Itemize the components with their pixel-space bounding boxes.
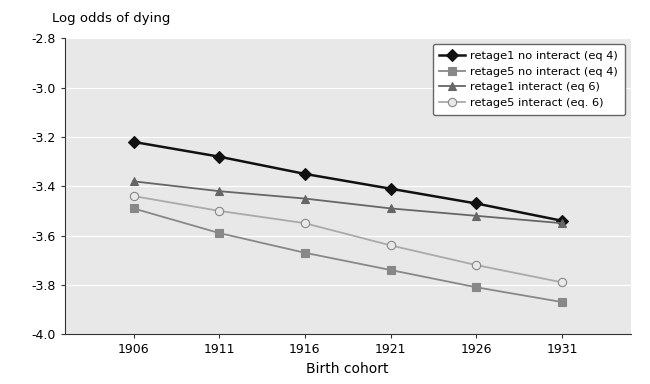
retage5 interact (eq. 6) [215,209,223,213]
retage5 interact (eq. 6) [301,221,309,225]
retage5 no interact (eq 4) [129,206,137,211]
Line: retage1 interact (eq 6): retage1 interact (eq 6) [129,177,566,227]
retage5 no interact (eq 4) [473,285,480,290]
retage1 interact (eq 6) [473,214,480,218]
Line: retage5 interact (eq. 6): retage5 interact (eq. 6) [129,192,566,286]
retage1 interact (eq 6) [129,179,137,184]
retage5 no interact (eq 4) [558,300,566,305]
retage5 interact (eq. 6) [129,194,137,199]
X-axis label: Birth cohort: Birth cohort [307,362,389,376]
retage5 no interact (eq 4) [301,250,309,255]
retage1 interact (eq 6) [301,196,309,201]
retage1 no interact (eq 4) [558,218,566,223]
retage1 no interact (eq 4) [473,201,480,206]
retage1 no interact (eq 4) [387,186,395,191]
retage1 interact (eq 6) [387,206,395,211]
Line: retage1 no interact (eq 4): retage1 no interact (eq 4) [129,138,566,225]
retage5 interact (eq. 6) [558,280,566,285]
retage5 no interact (eq 4) [215,231,223,235]
retage1 interact (eq 6) [215,189,223,194]
retage1 interact (eq 6) [558,221,566,225]
retage5 interact (eq. 6) [473,263,480,267]
retage1 no interact (eq 4) [129,140,137,144]
Text: Log odds of dying: Log odds of dying [52,12,170,25]
retage5 interact (eq. 6) [387,243,395,248]
retage1 no interact (eq 4) [215,154,223,159]
Legend: retage1 no interact (eq 4), retage5 no interact (eq 4), retage1 interact (eq 6),: retage1 no interact (eq 4), retage5 no i… [433,44,625,115]
retage5 no interact (eq 4) [387,268,395,272]
Line: retage5 no interact (eq 4): retage5 no interact (eq 4) [129,204,566,306]
retage1 no interact (eq 4) [301,172,309,176]
